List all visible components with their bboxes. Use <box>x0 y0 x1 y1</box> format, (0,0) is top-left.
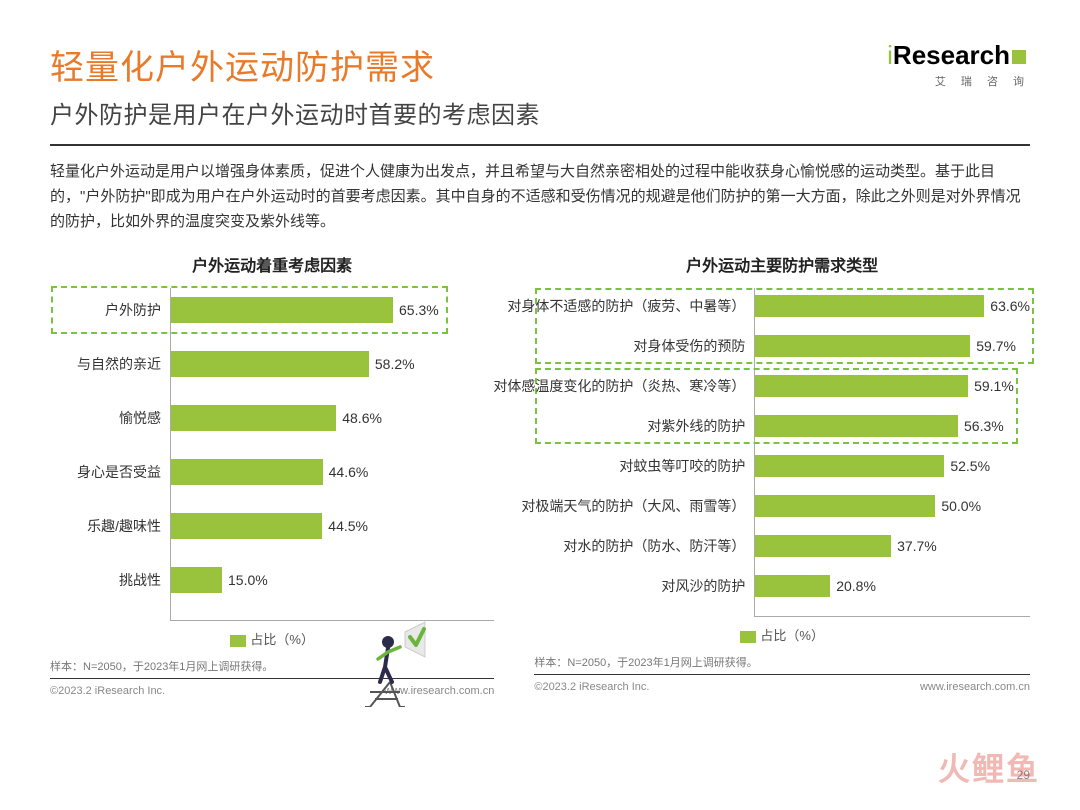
bar <box>171 405 336 431</box>
bar-value: 50.0% <box>941 498 981 514</box>
bar-row: 对身体受伤的预防59.7% <box>755 332 1030 360</box>
chart1-area: 户外防护65.3% 与自然的亲近58.2% 愉悦感48.6% 身心是否受益44.6% 乐… <box>170 288 494 620</box>
bar-row: 对风沙的防护20.8% <box>755 572 1030 600</box>
bar <box>755 375 968 397</box>
chart2-footnote: 样本：N=2050，于2023年1月网上调研获得。 <box>534 650 1030 670</box>
logo-text-main: Research <box>893 40 1010 70</box>
bar-value: 59.7% <box>976 338 1016 354</box>
bar-value: 63.6% <box>990 298 1030 314</box>
chart1-axis <box>170 620 494 621</box>
bar-label: 与自然的亲近 <box>77 354 171 374</box>
bar-value: 15.0% <box>228 572 268 588</box>
bar-row: 户外防护65.3% <box>171 292 494 328</box>
chart2-title: 户外运动主要防护需求类型 <box>534 252 1030 276</box>
bar-label: 乐趣/趣味性 <box>87 516 171 536</box>
bar <box>755 495 935 517</box>
bar-row: 与自然的亲近58.2% <box>171 346 494 382</box>
chart1-title: 户外运动着重考虑因素 <box>50 252 494 276</box>
bar-value: 44.5% <box>328 518 368 534</box>
bar-row: 对蚊虫等叮咬的防护52.5% <box>755 452 1030 480</box>
bar-label: 愉悦感 <box>119 408 171 428</box>
bar-label: 对身体不适感的防护（疲劳、中暑等） <box>507 296 755 316</box>
bar-row: 愉悦感48.6% <box>171 400 494 436</box>
bar <box>755 335 970 357</box>
bar-value: 37.7% <box>897 538 937 554</box>
bar-row: 对身体不适感的防护（疲劳、中暑等）63.6% <box>755 292 1030 320</box>
bar <box>755 455 944 477</box>
bar <box>171 297 393 323</box>
bar-row: 对紫外线的防护56.3% <box>755 412 1030 440</box>
bar-value: 52.5% <box>950 458 990 474</box>
bar-label: 对体感温度变化的防护（炎热、寒冷等） <box>493 376 755 396</box>
bar <box>171 351 369 377</box>
chart2-axis <box>754 616 1030 617</box>
bar-value: 56.3% <box>964 418 1004 434</box>
bar-value: 58.2% <box>375 356 415 372</box>
bar-label: 对极端天气的防护（大风、雨雪等） <box>521 496 755 516</box>
bar-row: 对水的防护（防水、防汗等）37.7% <box>755 532 1030 560</box>
bar-label: 对紫外线的防护 <box>647 416 755 436</box>
bar <box>171 459 323 485</box>
bar-row: 对极端天气的防护（大风、雨雪等）50.0% <box>755 492 1030 520</box>
bar-label: 对蚊虫等叮咬的防护 <box>619 456 755 476</box>
bar <box>755 295 984 317</box>
bar <box>755 575 830 597</box>
watermark: 火鲤鱼 <box>938 744 1040 790</box>
person-illustration <box>350 587 440 707</box>
bar-label: 对水的防护（防水、防汗等） <box>563 536 755 556</box>
bar-row: 身心是否受益44.6% <box>171 454 494 490</box>
page-title: 轻量化户外运动防护需求 <box>50 40 887 89</box>
bar-row: 挑战性15.0% <box>171 562 494 598</box>
bar-value: 59.1% <box>974 378 1014 394</box>
bar-value: 44.6% <box>329 464 369 480</box>
logo: iResearch 艾 瑞 咨 询 <box>887 40 1030 89</box>
bar-value: 48.6% <box>342 410 382 426</box>
bar <box>755 535 891 557</box>
chart2-area: 对身体不适感的防护（疲劳、中暑等）63.6% 对身体受伤的预防59.7% 对体感温度… <box>754 288 1030 616</box>
bar-label: 身心是否受益 <box>77 462 171 482</box>
bar-label: 户外防护 <box>105 300 171 320</box>
header-divider <box>50 144 1030 146</box>
bar <box>755 415 958 437</box>
body-paragraph: 轻量化户外运动是用户以增强身体素质，促进个人健康为出发点，并且希望与大自然亲密相… <box>50 160 1030 234</box>
bar-label: 对身体受伤的预防 <box>633 336 755 356</box>
page-subtitle: 户外防护是用户在户外运动时首要的考虑因素 <box>50 95 887 130</box>
bar-label: 挑战性 <box>119 570 171 590</box>
bar-value: 20.8% <box>836 578 876 594</box>
bar-value: 65.3% <box>399 302 439 318</box>
chart2-legend: 占比（%） <box>534 625 1030 644</box>
bar-row: 乐趣/趣味性44.5% <box>171 508 494 544</box>
bar-row: 对体感温度变化的防护（炎热、寒冷等）59.1% <box>755 372 1030 400</box>
bar-label: 对风沙的防护 <box>661 576 755 596</box>
chart2-footer: ©2023.2 iResearch Inc. www.iresearch.com… <box>534 681 1030 693</box>
logo-subtitle: 艾 瑞 咨 询 <box>887 73 1030 89</box>
bar <box>171 513 322 539</box>
bar <box>171 567 222 593</box>
